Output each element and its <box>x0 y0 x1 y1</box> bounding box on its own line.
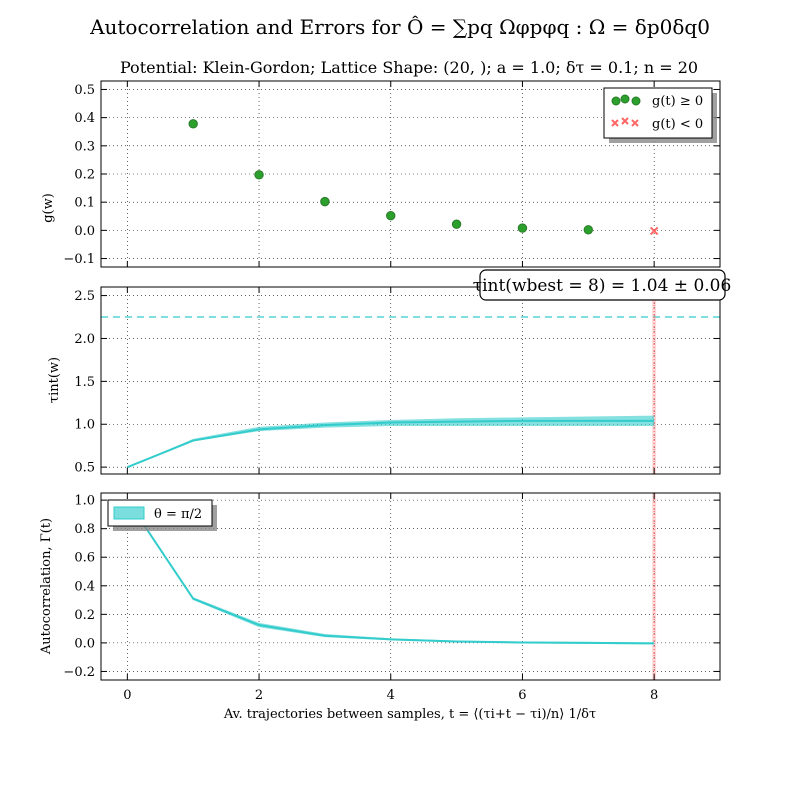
svg-text:τint(wbest = 8) = 1.04 ± 0.06: τint(wbest = 8) = 1.04 ± 0.06 <box>473 276 732 296</box>
panel-1-title: Potential: Klein-Gordon; Lattice Shape: … <box>120 58 698 77</box>
panel-2-ylabel: τint(w) <box>47 357 62 403</box>
scatter-panel: −0.1 0.0 0.1 0.2 0.3 0.4 0.5 g(w) g(t) ≥ 0 g(t… <box>41 80 721 268</box>
legend-swatch <box>113 506 145 520</box>
x-axis-label: Av. trajectories between samples, t = ⟨(… <box>223 707 596 722</box>
series-line <box>126 499 655 645</box>
y-tick-label: 0.3 <box>74 139 95 154</box>
data-point-positive <box>451 219 462 229</box>
series-line <box>126 419 655 469</box>
legend-label-theta: θ = π/2 <box>154 507 202 522</box>
panel-3-ylabel: Autocorrelation, Γ(t) <box>39 518 54 655</box>
y-tick-label: 0.5 <box>74 461 95 476</box>
x-tick-label: 2 <box>255 688 263 703</box>
data-point-positive <box>188 119 198 129</box>
y-tick-label: −0.1 <box>63 252 95 267</box>
x-tick-label: 4 <box>387 688 395 703</box>
data-point-negative <box>649 226 659 236</box>
y-tick-label: 0.0 <box>74 636 95 651</box>
tau-int-panel: 0.5 1.0 1.5 2.0 2.5 τint(w) τint(wbest = 8) … <box>47 269 732 476</box>
y-tick-label: 0.2 <box>74 608 95 623</box>
tau-annotation: τint(wbest = 8) = 1.04 ± 0.06 <box>473 269 732 301</box>
data-point-positive <box>386 211 396 221</box>
y-tick-label: 0.6 <box>74 551 95 566</box>
panel-2-frame <box>100 286 721 475</box>
panel-3-legend: θ = π/2 <box>107 499 217 531</box>
y-tick-label: 1.0 <box>74 418 95 433</box>
y-tick-label: 2.5 <box>74 289 95 304</box>
x-tick-label: 8 <box>650 688 658 703</box>
legend-label-negative: g(t) < 0 <box>652 117 703 132</box>
y-tick-label: 0.0 <box>74 224 95 239</box>
legend-marker-positive <box>611 94 641 106</box>
y-tick-label: 0.4 <box>74 579 95 594</box>
y-tick-label: −0.2 <box>63 665 95 680</box>
y-tick-label: 0.5 <box>74 83 95 98</box>
y-tick-label: 0.4 <box>74 111 95 126</box>
x-tick-label: 6 <box>518 688 526 703</box>
panel-3-frame <box>100 492 721 681</box>
legend-marker-negative <box>611 117 639 127</box>
data-point-positive <box>254 170 264 180</box>
panel-1-legend: g(t) ≥ 0 g(t) < 0 <box>603 87 717 143</box>
y-tick-label: 1.5 <box>74 375 95 390</box>
legend-label-positive: g(t) ≥ 0 <box>652 94 703 109</box>
y-tick-label: 0.8 <box>74 522 95 537</box>
data-point-positive <box>320 196 330 207</box>
autocorrelation-panel: −0.2 0.0 0.2 0.4 0.6 0.8 1.0 0 2 4 6 8 Autocorrelat… <box>39 492 721 722</box>
y-tick-label: 0.2 <box>74 168 95 183</box>
data-point-positive <box>583 225 593 235</box>
y-tick-label: 1.0 <box>74 494 95 509</box>
data-point-positive <box>517 223 528 233</box>
figure-title: Autocorrelation and Errors for Ô = ∑pq Ω… <box>89 14 710 39</box>
x-tick-label: 0 <box>123 688 131 703</box>
panel-1-ylabel: g(w) <box>41 193 56 223</box>
y-tick-label: 0.1 <box>74 196 95 211</box>
y-tick-label: 2.0 <box>74 332 95 347</box>
